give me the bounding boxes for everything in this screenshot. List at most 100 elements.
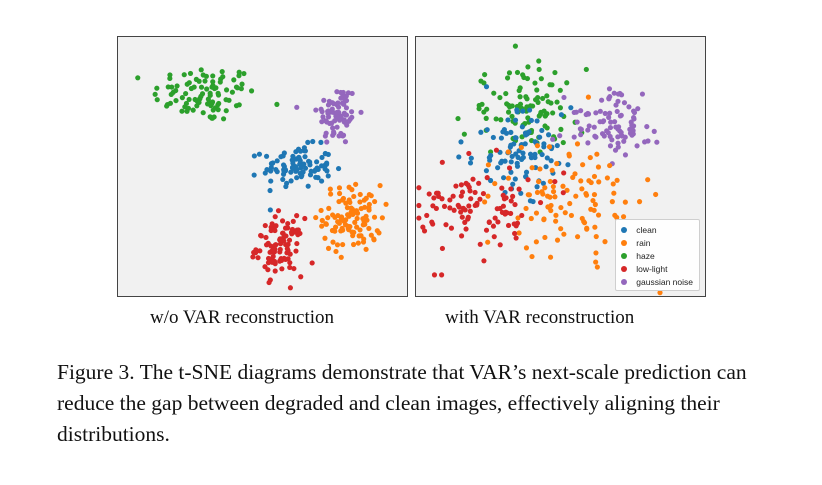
point-clean bbox=[270, 160, 276, 166]
point-clean bbox=[478, 129, 484, 135]
point-haze bbox=[173, 88, 179, 94]
point-low-light bbox=[278, 257, 284, 263]
point-low-light bbox=[285, 225, 291, 231]
point-low-light bbox=[265, 255, 272, 262]
point-low-light bbox=[467, 208, 473, 214]
point-low-light bbox=[273, 223, 279, 229]
point-gaussian-noise bbox=[612, 119, 618, 125]
point-clean bbox=[313, 174, 319, 180]
point-rain bbox=[340, 242, 346, 248]
point-haze bbox=[191, 84, 197, 90]
point-rain bbox=[485, 239, 491, 245]
point-haze bbox=[476, 106, 482, 112]
point-clean bbox=[546, 132, 552, 138]
point-haze bbox=[183, 90, 189, 97]
point-gaussian-noise bbox=[571, 134, 577, 140]
point-low-light bbox=[459, 214, 465, 220]
point-rain bbox=[340, 195, 347, 202]
point-gaussian-noise bbox=[631, 108, 637, 114]
point-low-light bbox=[511, 221, 517, 227]
point-low-light bbox=[298, 274, 304, 280]
point-haze bbox=[210, 73, 216, 79]
point-rain bbox=[558, 205, 564, 211]
point-low-light bbox=[560, 190, 566, 196]
point-gaussian-noise bbox=[318, 106, 324, 112]
point-low-light bbox=[291, 266, 297, 272]
point-gaussian-noise bbox=[635, 106, 641, 112]
point-clean bbox=[280, 162, 287, 168]
point-clean bbox=[298, 174, 304, 180]
point-low-light bbox=[537, 199, 544, 206]
point-haze bbox=[210, 82, 216, 89]
point-rain bbox=[350, 233, 356, 239]
point-low-light bbox=[290, 218, 296, 224]
point-low-light bbox=[506, 165, 513, 171]
point-rain bbox=[562, 210, 568, 216]
point-gaussian-noise bbox=[618, 129, 624, 136]
figure-caption: Figure 3. The t-SNE diagrams demonstrate… bbox=[57, 360, 747, 446]
point-haze bbox=[192, 96, 198, 103]
point-low-light bbox=[265, 267, 271, 273]
point-low-light bbox=[439, 245, 445, 252]
point-rain bbox=[518, 144, 524, 151]
point-gaussian-noise bbox=[336, 133, 342, 139]
point-low-light bbox=[451, 207, 457, 213]
point-rain bbox=[578, 178, 584, 184]
point-low-light bbox=[258, 233, 264, 239]
point-gaussian-noise bbox=[614, 108, 620, 115]
point-clean bbox=[527, 151, 534, 157]
tsne-panel-without-var bbox=[117, 36, 408, 297]
point-clean bbox=[502, 158, 508, 164]
point-gaussian-noise bbox=[586, 123, 592, 129]
point-haze bbox=[204, 86, 210, 92]
point-clean bbox=[510, 181, 516, 187]
point-low-light bbox=[288, 229, 295, 235]
point-haze bbox=[557, 87, 563, 93]
point-gaussian-noise bbox=[334, 124, 340, 130]
point-rain bbox=[371, 214, 378, 220]
point-haze bbox=[558, 126, 564, 132]
point-clean bbox=[537, 134, 543, 140]
point-low-light bbox=[266, 280, 272, 286]
point-low-light bbox=[459, 189, 466, 195]
point-haze bbox=[482, 72, 488, 78]
point-low-light bbox=[466, 203, 472, 209]
point-rain bbox=[354, 215, 360, 221]
point-low-light bbox=[283, 233, 289, 239]
point-clean bbox=[498, 160, 504, 166]
point-haze bbox=[552, 69, 558, 76]
point-low-light bbox=[512, 202, 518, 208]
point-low-light bbox=[470, 176, 476, 182]
point-rain bbox=[547, 254, 554, 260]
point-clean bbox=[513, 135, 519, 141]
legend-item-gaussian-noise: gaussian noise bbox=[621, 275, 693, 288]
point-gaussian-noise bbox=[611, 90, 617, 96]
point-haze bbox=[154, 85, 160, 91]
point-gaussian-noise bbox=[294, 104, 300, 110]
point-gaussian-noise bbox=[550, 136, 556, 142]
point-low-light bbox=[416, 215, 422, 221]
point-gaussian-noise bbox=[574, 119, 580, 125]
point-low-light bbox=[490, 223, 497, 229]
point-haze bbox=[200, 110, 206, 116]
point-haze bbox=[484, 106, 490, 112]
point-low-light bbox=[282, 256, 289, 263]
point-clean bbox=[278, 154, 284, 160]
point-rain bbox=[591, 173, 598, 180]
point-rain bbox=[325, 245, 332, 251]
point-haze bbox=[538, 109, 544, 115]
point-haze bbox=[204, 101, 211, 107]
point-gaussian-noise bbox=[583, 112, 589, 118]
point-rain bbox=[568, 212, 575, 219]
point-haze bbox=[198, 84, 205, 90]
point-clean bbox=[305, 183, 311, 189]
point-haze bbox=[538, 76, 544, 82]
point-haze bbox=[505, 109, 512, 115]
point-haze bbox=[517, 101, 524, 107]
point-rain bbox=[542, 185, 548, 191]
point-haze bbox=[517, 94, 523, 100]
point-haze bbox=[210, 79, 216, 85]
point-haze bbox=[215, 107, 221, 113]
point-haze bbox=[274, 101, 280, 107]
point-rain bbox=[372, 198, 378, 205]
